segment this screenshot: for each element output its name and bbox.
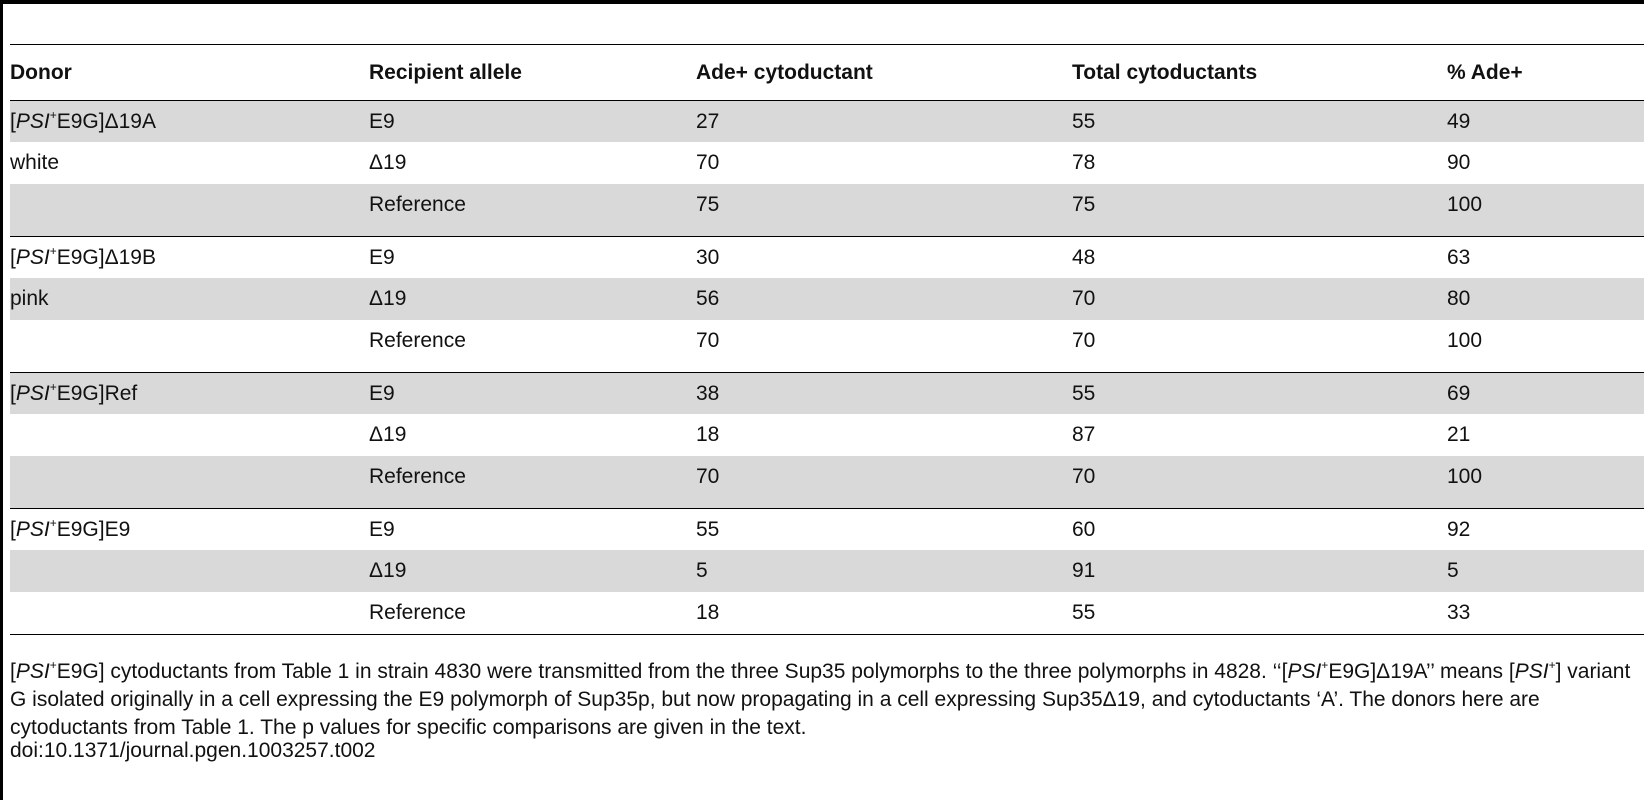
cell-donor: [PSI+E9G]Ref — [10, 372, 369, 414]
header-pct-ade: % Ade+ — [1447, 60, 1523, 84]
cell-total-cytoductants: 48 — [1072, 246, 1096, 269]
header-row: Donor Recipient allele Ade+ cytoductant … — [10, 44, 1644, 101]
cell-donor: [PSI+E9G]Δ19A — [10, 100, 369, 142]
cell-ade-cytoductant: 18 — [696, 600, 720, 624]
cell-recipient-allele: Reference — [369, 183, 696, 237]
doi-text: doi:10.1371/journal.pgen.1003257.t002 — [10, 739, 376, 762]
cytoductant-table: Donor Recipient allele Ade+ cytoductant … — [10, 44, 1644, 635]
table-row: Reference 75 75 100 — [10, 183, 1644, 237]
cell-total-cytoductants: 55 — [1072, 100, 1447, 142]
cell-donor: [PSI+E9G]Δ19B — [10, 244, 156, 269]
cell-donor: [PSI+E9G]E9 — [10, 516, 131, 541]
cell-ade-cytoductant: 18 — [696, 423, 720, 446]
cell-ade-cytoductant: 70 — [696, 455, 1072, 509]
table-row: [PSI+E9G]Δ19B E9 30 48 63 — [10, 236, 1644, 279]
cell-donor — [10, 183, 369, 237]
table-row: pink Δ19 56 70 80 — [10, 278, 1644, 320]
cell-ade-cytoductant: 70 — [696, 151, 720, 174]
table-row: white Δ19 70 78 90 — [10, 142, 1644, 184]
cell-ade-cytoductant: 70 — [696, 328, 720, 352]
top-rule — [0, 0, 1644, 4]
cell-recipient-allele: Reference — [369, 455, 696, 509]
cell-pct-ade: 5 — [1447, 550, 1644, 592]
table-row: Reference 70 70 100 — [10, 455, 1644, 509]
cell-recipient-allele: E9 — [369, 372, 696, 414]
cell-total-cytoductants: 70 — [1072, 278, 1447, 320]
cell-recipient-allele: Reference — [369, 328, 466, 352]
cell-pct-ade: 80 — [1447, 278, 1644, 320]
cell-total-cytoductants: 70 — [1072, 455, 1447, 509]
table-body: [PSI+E9G]Δ19A E9 27 55 49 white Δ19 70 78 90 Refer… — [10, 100, 1644, 635]
header-recipient-allele: Recipient allele — [369, 60, 522, 84]
cell-donor — [10, 414, 369, 456]
cell-donor: white — [10, 151, 60, 174]
cell-pct-ade: 21 — [1447, 423, 1471, 446]
left-border — [0, 0, 3, 800]
cell-ade-cytoductant: 5 — [696, 550, 1072, 592]
cell-pct-ade: 92 — [1447, 518, 1471, 541]
cell-pct-ade: 100 — [1447, 455, 1644, 509]
table-row: Reference 18 55 33 — [10, 592, 1644, 635]
cell-ade-cytoductant: 75 — [696, 183, 1072, 237]
table-row: Δ19 18 87 21 — [10, 414, 1644, 456]
cell-pct-ade: 69 — [1447, 372, 1644, 414]
header-ade-cytoductant: Ade+ cytoductant — [696, 60, 873, 84]
table-row: Δ19 5 91 5 — [10, 550, 1644, 592]
cell-recipient-allele: Δ19 — [369, 278, 696, 320]
cell-recipient-allele: E9 — [369, 100, 696, 142]
table-row: Reference 70 70 100 — [10, 320, 1644, 373]
cell-donor: pink — [10, 278, 369, 320]
cell-donor — [10, 455, 369, 509]
cell-pct-ade: 49 — [1447, 100, 1644, 142]
cell-ade-cytoductant: 27 — [696, 100, 1072, 142]
cell-recipient-allele: E9 — [369, 518, 395, 541]
cell-total-cytoductants: 78 — [1072, 151, 1096, 174]
cell-total-cytoductants: 75 — [1072, 183, 1447, 237]
cell-total-cytoductants: 87 — [1072, 423, 1096, 446]
cell-donor — [10, 320, 369, 373]
table-footnote: [PSI+E9G] cytoductants from Table 1 in s… — [10, 658, 1631, 739]
cell-recipient-allele: E9 — [369, 246, 395, 269]
cell-pct-ade: 33 — [1447, 600, 1471, 624]
cell-recipient-allele: Δ19 — [369, 550, 696, 592]
cell-ade-cytoductant: 30 — [696, 246, 720, 269]
cell-total-cytoductants: 91 — [1072, 550, 1447, 592]
header-donor: Donor — [10, 60, 72, 84]
table-row: [PSI+E9G]Δ19A E9 27 55 49 — [10, 100, 1644, 142]
cell-ade-cytoductant: 38 — [696, 372, 1072, 414]
cell-pct-ade: 90 — [1447, 151, 1471, 174]
data-table-container: Donor Recipient allele Ade+ cytoductant … — [10, 44, 1644, 635]
cell-total-cytoductants: 55 — [1072, 372, 1447, 414]
cell-recipient-allele: Δ19 — [369, 423, 407, 446]
cell-recipient-allele: Δ19 — [369, 151, 407, 174]
cell-pct-ade: 63 — [1447, 246, 1471, 269]
cell-recipient-allele: Reference — [369, 600, 466, 624]
cell-pct-ade: 100 — [1447, 183, 1644, 237]
cell-ade-cytoductant: 55 — [696, 518, 720, 541]
cell-pct-ade: 100 — [1447, 328, 1483, 352]
cell-total-cytoductants: 60 — [1072, 518, 1096, 541]
cell-donor — [10, 592, 369, 635]
cell-total-cytoductants: 55 — [1072, 600, 1096, 624]
cell-donor — [10, 550, 369, 592]
table-row: [PSI+E9G]E9 E9 55 60 92 — [10, 508, 1644, 551]
cell-ade-cytoductant: 56 — [696, 278, 1072, 320]
table-row: [PSI+E9G]Ref E9 38 55 69 — [10, 372, 1644, 414]
header-total-cytoductants: Total cytoductants — [1072, 60, 1258, 84]
cell-total-cytoductants: 70 — [1072, 328, 1096, 352]
